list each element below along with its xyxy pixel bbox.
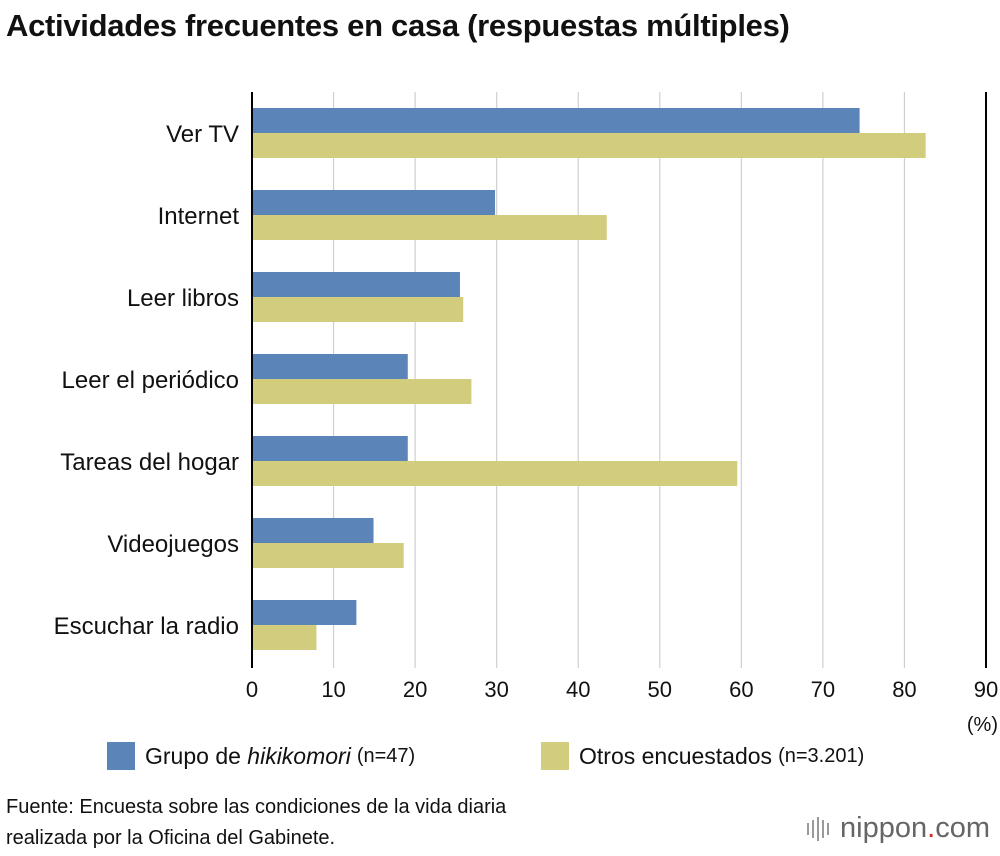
x-tick-label: 50 — [648, 677, 672, 702]
source-note: Fuente: Encuesta sobre las condiciones d… — [6, 792, 506, 854]
category-labels: Ver TV Internet Leer libros Leer el periódi… — [54, 121, 240, 640]
bar-otros — [252, 625, 317, 650]
x-tick-label: 10 — [321, 677, 345, 702]
bar-otros — [252, 297, 464, 322]
x-tick-label: 80 — [892, 677, 916, 702]
x-tick-label: 70 — [811, 677, 835, 702]
category-label: Leer libros — [127, 285, 239, 312]
bar-hikikomori — [252, 354, 408, 379]
logo-text: nippon.com — [840, 812, 990, 844]
bar-otros — [252, 461, 738, 486]
x-tick-label: 90 — [974, 677, 998, 702]
legend-swatch-hikikomori — [107, 742, 135, 770]
bar-hikikomori — [252, 190, 496, 215]
chart-title: Actividades frecuentes en casa (respuest… — [6, 8, 790, 43]
bar-otros — [252, 543, 404, 568]
legend-label-hikikomori: Grupo de hikikomori — [145, 742, 351, 769]
bar-hikikomori — [252, 436, 408, 461]
category-label: Ver TV — [166, 121, 239, 148]
legend-n-otros: (n=3.201) — [778, 744, 865, 767]
bar-chart: Ver TV Internet Leer libros Leer el periódi… — [54, 92, 998, 736]
x-tick-label: 0 — [246, 677, 258, 702]
x-tick-label: 40 — [566, 677, 590, 702]
nippon-logo: nippon.com — [807, 812, 990, 845]
legend-n-hikikomori: (n=47) — [356, 744, 416, 767]
bar-hikikomori — [252, 600, 357, 625]
x-tick-label: 60 — [729, 677, 753, 702]
logo-bars-icon — [807, 816, 832, 841]
legend-label-otros: Otros encuestados — [579, 742, 773, 769]
category-label: Leer el periódico — [62, 367, 239, 394]
bar-hikikomori — [252, 272, 460, 297]
source-line-2: realizada por la Oficina del Gabinete. — [6, 827, 336, 849]
legend-swatch-otros — [541, 742, 569, 770]
legend-item-hikikomori: Grupo de hikikomori (n=47) — [107, 742, 415, 770]
x-tick-label: 30 — [484, 677, 508, 702]
bar-otros — [252, 215, 607, 240]
bars — [252, 108, 926, 650]
category-label: Internet — [158, 203, 240, 230]
x-axis-unit: (%) — [967, 714, 998, 736]
x-tick-label: 20 — [403, 677, 427, 702]
bar-otros — [252, 379, 472, 404]
source-line-1: Fuente: Encuesta sobre las condiciones d… — [6, 796, 507, 818]
x-tick-labels: 0 10 20 30 40 50 60 70 80 90 — [246, 677, 998, 702]
legend-item-otros: Otros encuestados (n=3.201) — [541, 742, 864, 770]
category-label: Tareas del hogar — [60, 449, 239, 476]
bar-hikikomori — [252, 108, 860, 133]
category-label: Escuchar la radio — [54, 613, 239, 640]
bar-otros — [252, 133, 926, 158]
bar-hikikomori — [252, 518, 374, 543]
category-label: Videojuegos — [107, 531, 239, 558]
